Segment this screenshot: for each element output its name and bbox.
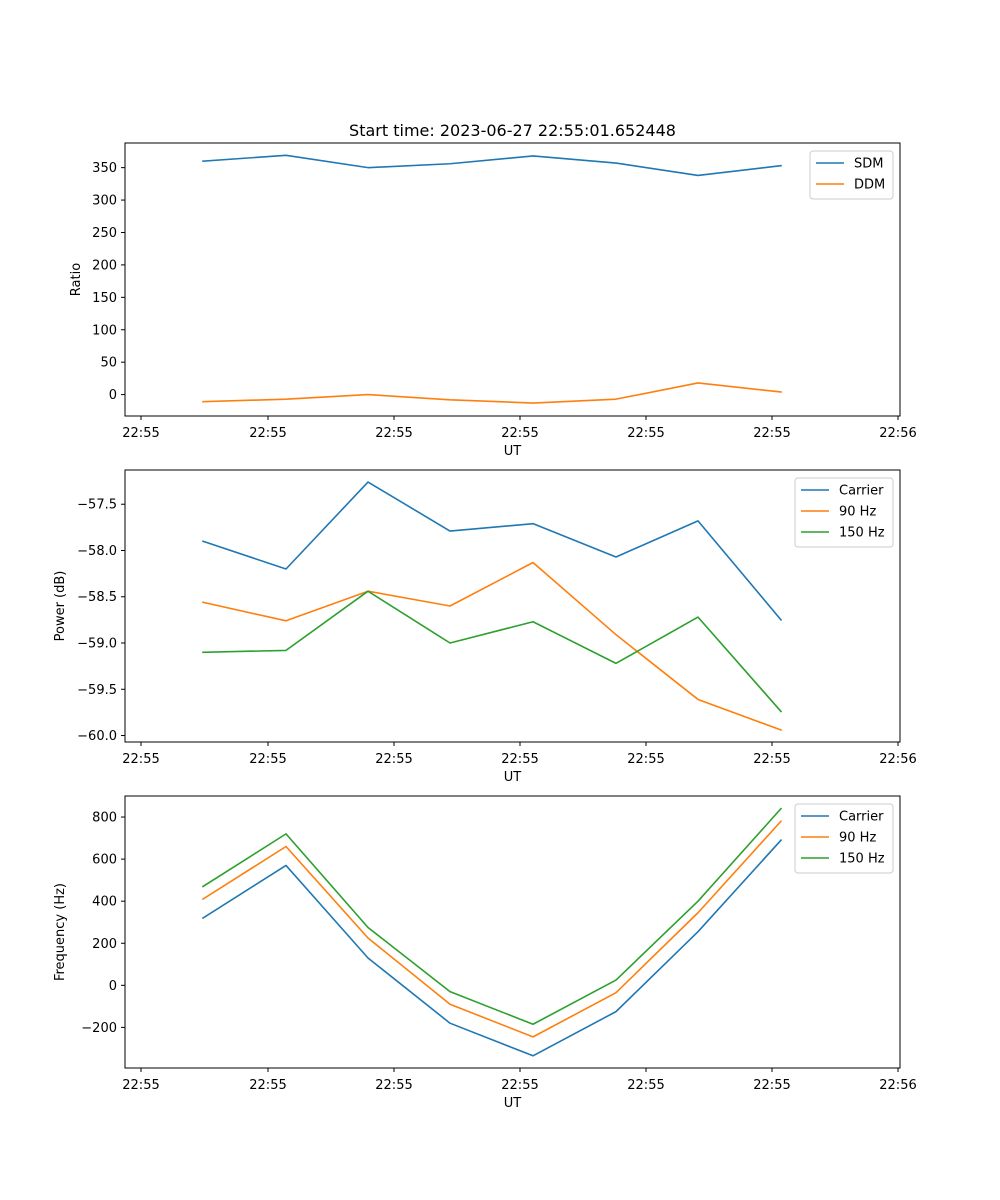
legend-entry: 150 Hz (839, 526, 885, 541)
x-tick-label: 22:55 (375, 1078, 412, 1093)
y-tick-label: 150 (92, 291, 117, 306)
chart-panel-2: −60.0 −59.5 −59.0 −58.5 −58.0 −57.5 22:55 22:55… (53, 469, 917, 785)
y-tick-label: −58.5 (77, 590, 117, 605)
y-tick-label: −60.0 (77, 729, 117, 744)
legend-entry: Carrier (839, 484, 884, 499)
series-line-90-hz (201, 820, 783, 1038)
x-tick-label: 22:55 (627, 426, 664, 441)
legend-entry: 90 Hz (839, 831, 876, 846)
x-tick-label: 22:56 (879, 752, 916, 767)
y-tick-label: −57.5 (77, 498, 117, 513)
series-line-sdm (202, 154, 782, 177)
x-axis-label: UT (504, 770, 522, 785)
x-tick-label: 22:56 (879, 426, 916, 441)
x-tick-label: 22:55 (375, 752, 412, 767)
y-tick-label: 800 (92, 811, 117, 826)
y-tick-label: −200 (81, 1021, 117, 1036)
chart-panel-1: 0 50 100 150 200 250 300 350 22:55 22:55 22:55 22:5… (69, 142, 917, 459)
y-axis-label: Ratio (69, 263, 84, 296)
y-tick-label: −59.5 (77, 683, 117, 698)
x-tick-label: 22:55 (122, 752, 159, 767)
series-line-carrier (201, 481, 783, 622)
y-tick-label: −59.0 (77, 637, 117, 652)
y-axis-label: Frequency (Hz) (53, 883, 68, 981)
x-tick-label: 22:56 (879, 1078, 916, 1093)
x-tick-label: 22:55 (501, 1078, 538, 1093)
x-axis-label: UT (504, 1096, 522, 1111)
legend: Carrier 90 Hz 150 Hz (794, 803, 894, 874)
legend: Carrier 90 Hz 150 Hz (794, 477, 894, 548)
x-tick-label: 22:55 (627, 752, 664, 767)
legend-entry: SDM (854, 157, 883, 172)
legend-entry: Carrier (839, 810, 884, 825)
y-tick-label: 100 (92, 323, 117, 338)
x-tick-label: 22:55 (249, 1078, 286, 1093)
x-tick-label: 22:55 (501, 426, 538, 441)
x-tick-label: 22:55 (249, 426, 286, 441)
legend-box (794, 477, 894, 548)
legend-entry: 90 Hz (839, 505, 876, 520)
figure-title: Start time: 2023-06-27 22:55:01.652448 (349, 121, 676, 140)
y-tick-label: 0 (109, 388, 117, 403)
x-tick-label: 22:55 (122, 1078, 159, 1093)
legend: SDM DDM (809, 150, 894, 200)
plot-area-frame (124, 142, 901, 417)
y-tick-label: 200 (92, 258, 117, 273)
y-tick-label: 50 (100, 356, 117, 371)
series-line-90-hz (202, 561, 783, 731)
x-tick-label: 22:55 (375, 426, 412, 441)
series-line-150-hz (201, 807, 783, 1026)
x-tick-label: 22:55 (122, 426, 159, 441)
x-tick-label: 22:55 (501, 752, 538, 767)
y-tick-label: −58.0 (77, 544, 117, 559)
x-tick-label: 22:55 (249, 752, 286, 767)
x-tick-label: 22:55 (753, 752, 790, 767)
y-tick-label: 400 (92, 895, 117, 910)
y-tick-label: 300 (92, 194, 117, 209)
y-axis-label: Power (dB) (53, 571, 68, 642)
x-tick-label: 22:55 (753, 1078, 790, 1093)
y-tick-label: 600 (92, 853, 117, 868)
y-tick-label: 350 (92, 161, 117, 176)
x-tick-label: 22:55 (753, 426, 790, 441)
y-tick-label: 200 (92, 937, 117, 952)
x-axis-label: UT (504, 444, 522, 459)
legend-entry: 150 Hz (839, 852, 885, 867)
plot-area-frame (124, 795, 901, 1069)
plot-area-frame (124, 469, 901, 743)
series-line-ddm (202, 382, 782, 404)
series-line-carrier (201, 839, 783, 1057)
x-tick-label: 22:55 (627, 1078, 664, 1093)
y-tick-label: 250 (92, 226, 117, 241)
chart-panel-3: −200 0 200 400 600 800 22:55 22:55 22:55 22:55 22:… (53, 795, 917, 1111)
legend-box (794, 803, 894, 874)
y-tick-label: 0 (109, 979, 117, 994)
series-line-150-hz (202, 590, 783, 713)
legend-entry: DDM (854, 178, 885, 193)
